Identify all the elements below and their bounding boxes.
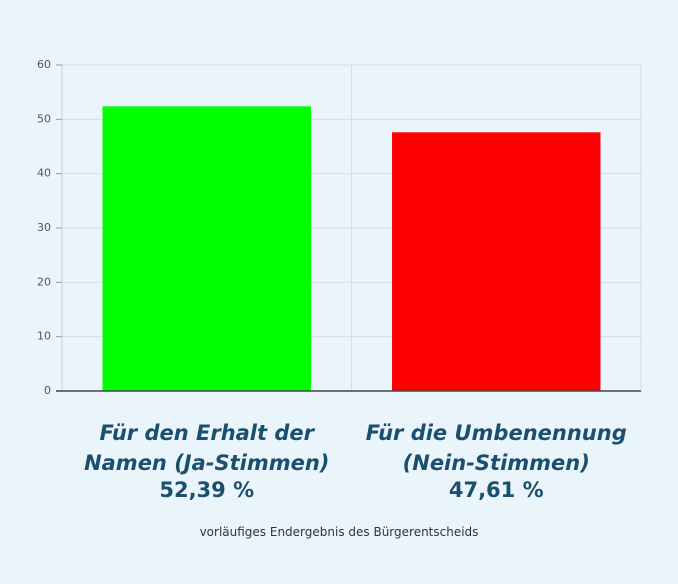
y-tick-label: 0 xyxy=(44,384,51,397)
value-label: 47,61 % xyxy=(448,478,544,502)
y-tick-label: 40 xyxy=(37,167,51,180)
y-tick-label: 60 xyxy=(37,58,51,71)
x-tick-label: Für die Umbenennung (Nein-Stimmen) xyxy=(365,421,627,475)
bar xyxy=(102,106,311,392)
y-tick-label: 20 xyxy=(37,275,51,288)
y-tick-label: 10 xyxy=(37,330,51,343)
y-tick-label: 50 xyxy=(37,112,51,125)
caption: vorläufiges Endergebnis des Bürgerentsch… xyxy=(199,525,479,539)
y-tick-label: 30 xyxy=(37,221,51,234)
x-tick-label: Für den Erhalt der Namen (Ja-Stimmen) xyxy=(84,421,330,475)
value-label: 52,39 % xyxy=(159,478,255,502)
bar xyxy=(392,132,601,391)
